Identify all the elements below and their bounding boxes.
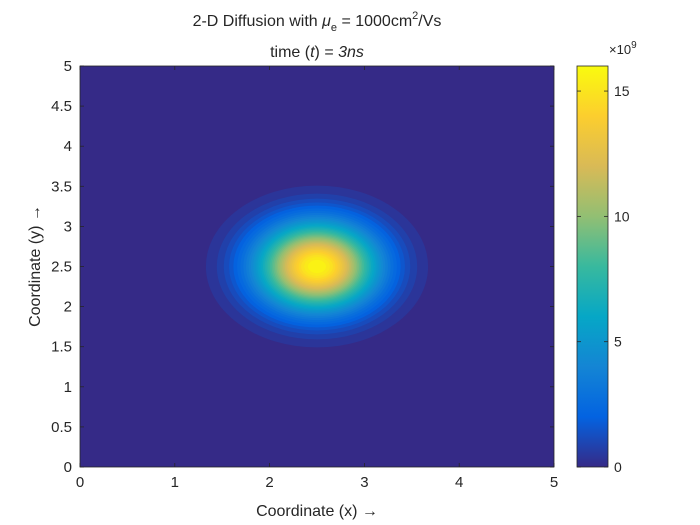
colorbar-tick-label: 5	[614, 334, 622, 350]
chart-title-line2: time (t) = 3ns	[270, 44, 364, 61]
colorbar: 0 5 10 15 ×109	[576, 40, 637, 475]
y-tick-label: 5	[64, 58, 72, 75]
plot-area	[80, 66, 554, 467]
y-tick-label: 2	[64, 299, 72, 316]
y-tick-label: 4.5	[51, 98, 72, 115]
y-tick-label: 4	[64, 138, 72, 155]
x-tick-label: 0	[76, 474, 84, 491]
x-axis: 0 1 2 3 4 5	[76, 66, 558, 491]
contour-layer	[205, 185, 429, 348]
colorbar-exponent: ×109	[609, 40, 637, 57]
x-tick-label: 4	[455, 474, 463, 491]
x-tick-label: 3	[360, 474, 368, 491]
colorbar-frame	[576, 65, 609, 468]
colorbar-tick-label: 10	[614, 208, 630, 224]
x-tick-label: 5	[550, 474, 558, 491]
y-tick-label: 3.5	[51, 178, 72, 195]
y-tick-label: 3	[64, 218, 72, 235]
y-tick-label: 0.5	[51, 419, 72, 436]
y-tick-label: 1.5	[51, 339, 72, 356]
y-tick-label: 1	[64, 379, 72, 396]
y-tick-label: 0	[64, 459, 72, 476]
colorbar-tick-label: 15	[614, 83, 630, 99]
x-tick-label: 1	[171, 474, 179, 491]
colorbar-gradient	[577, 66, 608, 467]
x-axis-label: Coordinate (x) →	[256, 503, 378, 520]
y-axis: 0 0.5 1 1.5 2 2.5 3 3.5 4 4.5 5	[51, 58, 554, 476]
colorbar-ticks: 0 5 10 15	[577, 83, 630, 475]
y-tick-label: 2.5	[51, 259, 72, 276]
contour-level	[307, 259, 327, 274]
colorbar-tick-label: 0	[614, 459, 622, 475]
y-axis-label: Coordinate (y) →	[27, 205, 44, 327]
x-tick-label: 2	[265, 474, 273, 491]
chart-title-line1: 2-D Diffusion with μe = 1000cm2/Vs	[193, 10, 442, 34]
